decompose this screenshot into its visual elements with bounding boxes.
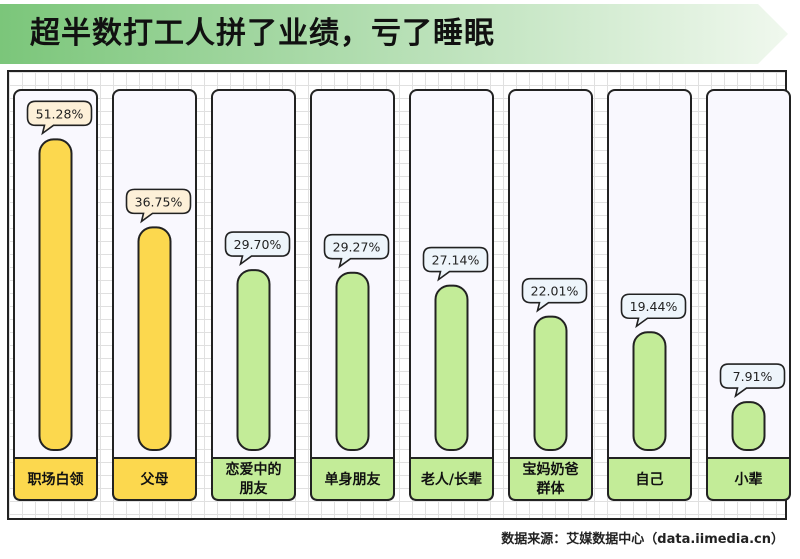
value-label: 29.27% bbox=[333, 240, 381, 255]
value-label: 29.70% bbox=[234, 237, 282, 252]
value-bubble bbox=[620, 293, 687, 329]
category-label: 朋友 bbox=[239, 480, 268, 497]
bar bbox=[335, 271, 370, 451]
category-label-box bbox=[706, 457, 791, 501]
value-bubble bbox=[26, 100, 93, 136]
value-label: 19.44% bbox=[630, 299, 678, 314]
bar bbox=[236, 269, 271, 452]
bar bbox=[137, 226, 172, 451]
bar bbox=[632, 331, 667, 451]
category-label: 单身朋友 bbox=[325, 471, 381, 488]
category-label-box bbox=[508, 457, 593, 501]
category-label: 职场白领 bbox=[28, 471, 84, 488]
category-label: 恋爱中的 bbox=[226, 461, 282, 478]
value-label: 7.91% bbox=[733, 369, 773, 384]
category-label: 父母 bbox=[140, 472, 169, 488]
data-source-note: 数据来源：艾媒数据中心（data.iimedia.cn） bbox=[501, 532, 784, 547]
category-label-box bbox=[211, 457, 296, 501]
value-label: 27.14% bbox=[432, 253, 480, 268]
category-label-box bbox=[409, 457, 494, 501]
value-bubble bbox=[323, 233, 390, 269]
category-label: 自己 bbox=[636, 471, 664, 488]
category-label-box bbox=[607, 457, 692, 501]
value-bubble bbox=[125, 188, 192, 224]
chart-title: 超半数打工人拼了业绩，亏了睡眠 bbox=[30, 16, 495, 51]
title-banner bbox=[0, 4, 788, 64]
category-label-box bbox=[13, 457, 98, 501]
value-bubble bbox=[521, 277, 588, 313]
bar bbox=[434, 284, 469, 451]
bar bbox=[38, 138, 73, 451]
value-bubble bbox=[422, 246, 489, 282]
bar bbox=[731, 401, 766, 451]
category-label: 宝妈奶爸 bbox=[523, 461, 579, 478]
category-label: 小辈 bbox=[735, 471, 763, 488]
value-label: 22.01% bbox=[531, 284, 579, 299]
value-bubble bbox=[719, 363, 786, 399]
category-label-box bbox=[310, 457, 395, 501]
value-bubble bbox=[224, 231, 291, 267]
value-label: 36.75% bbox=[135, 194, 183, 209]
value-label: 51.28% bbox=[36, 106, 84, 121]
bar bbox=[533, 315, 568, 451]
category-label: 老人/长辈 bbox=[421, 471, 482, 488]
category-label: 群体 bbox=[536, 480, 566, 497]
category-label-box bbox=[112, 457, 197, 501]
title-banner-arrow bbox=[0, 4, 788, 64]
